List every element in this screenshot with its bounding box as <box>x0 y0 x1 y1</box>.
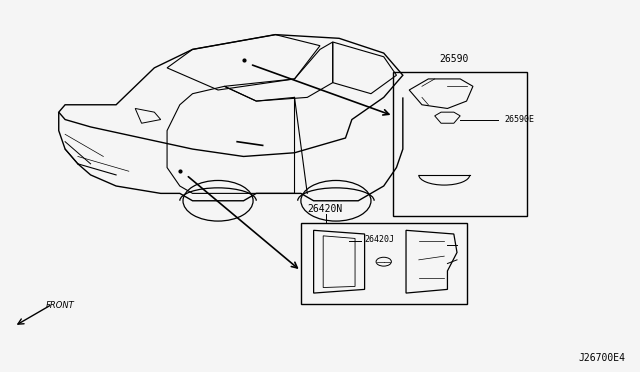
Text: 26420J: 26420J <box>365 235 395 244</box>
Bar <box>301 223 467 304</box>
Text: J26700E4: J26700E4 <box>579 353 626 363</box>
Bar <box>394 71 527 215</box>
Text: 26590E: 26590E <box>505 115 535 124</box>
Text: 26590: 26590 <box>439 54 468 64</box>
Text: FRONT: FRONT <box>46 301 75 310</box>
Text: 26420N: 26420N <box>307 204 342 214</box>
